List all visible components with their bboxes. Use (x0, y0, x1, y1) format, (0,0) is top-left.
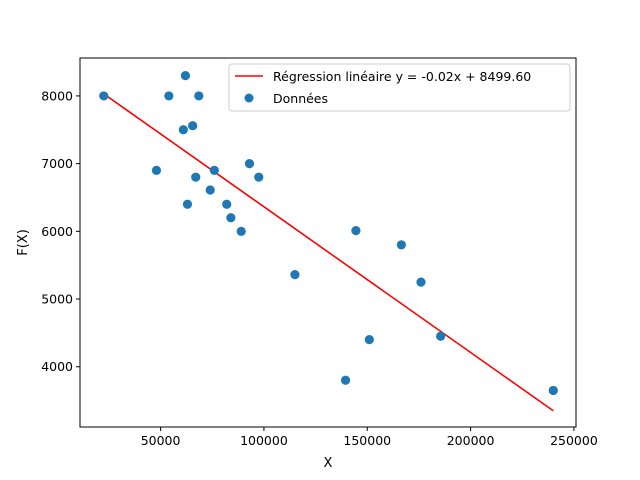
scatter-point (182, 199, 193, 209)
scatter-point (364, 335, 374, 345)
scatter-point (205, 185, 215, 195)
y-tick-label: 4000 (41, 359, 73, 374)
x-axis: 50000 100000 150000 200000 250000 (141, 427, 598, 448)
y-tick-label: 6000 (41, 224, 73, 239)
scatter-point (254, 172, 264, 182)
scatter-point (151, 165, 162, 175)
scatter-point (180, 71, 190, 81)
legend-data-label: Données (273, 91, 328, 106)
scatter-point (416, 277, 426, 287)
regression-line (103, 93, 554, 412)
y-tick-label: 5000 (41, 292, 73, 307)
x-tick-label: 100000 (240, 433, 288, 448)
scatter-point (236, 226, 246, 236)
scatter-point (351, 226, 361, 236)
scatter-point (188, 121, 198, 131)
legend: Régression linéaire y = -0.02x + 8499.60… (228, 63, 571, 112)
scatter-point (194, 91, 204, 101)
y-tick-label: 8000 (41, 88, 73, 103)
scatter-point (209, 165, 219, 175)
scatter-point (244, 159, 255, 169)
legend-data-swatch (244, 93, 254, 103)
plot-content (99, 71, 558, 412)
x-axis-title: X (324, 456, 333, 471)
scatter-point (290, 270, 300, 280)
y-axis: 4000 5000 6000 7000 8000 (41, 88, 80, 374)
scatter-point (99, 91, 109, 101)
scatter-point (164, 91, 174, 101)
x-tick-label: 200000 (447, 433, 495, 448)
x-tick-label: 50000 (141, 433, 181, 448)
x-tick-label: 250000 (550, 433, 598, 448)
x-tick-label: 150000 (343, 433, 391, 448)
y-axis-title: F(X) (16, 229, 31, 256)
scatter-point (191, 172, 201, 182)
scatter-point (396, 240, 406, 250)
scatter-point (226, 213, 236, 223)
scatter-point (340, 375, 351, 385)
y-tick-label: 7000 (41, 156, 73, 171)
plot-frame (79, 57, 577, 428)
scatter-point (222, 199, 232, 209)
scatter-point (436, 331, 446, 341)
scatter-point (548, 385, 558, 396)
scatter-point (178, 125, 188, 135)
legend-box (228, 63, 571, 112)
legend-regression-label: Régression linéaire y = -0.02x + 8499.60 (273, 69, 531, 84)
